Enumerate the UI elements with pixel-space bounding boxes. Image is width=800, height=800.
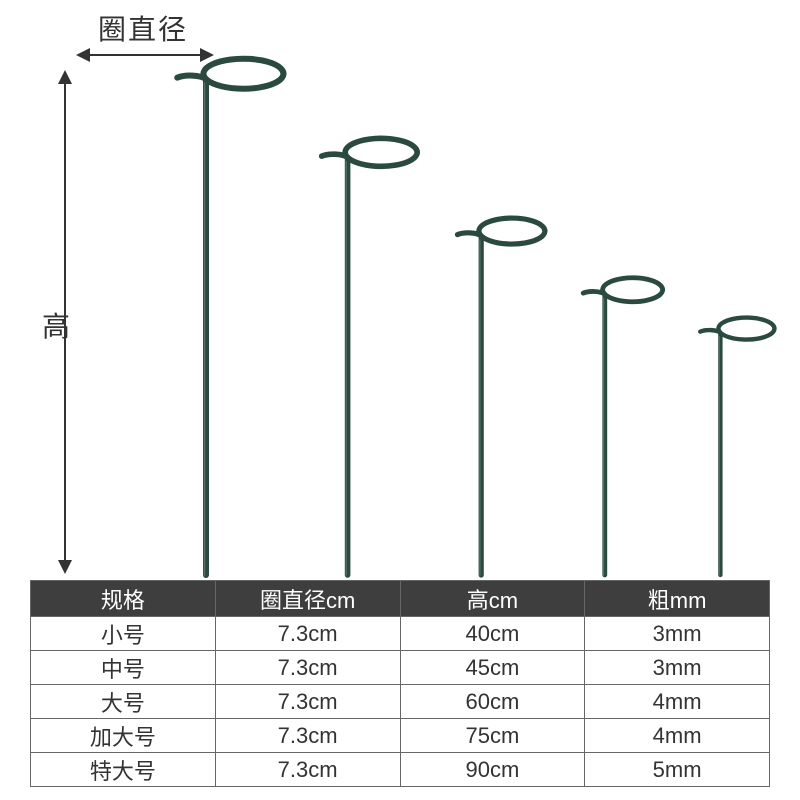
table-cell: 中号 xyxy=(31,651,216,685)
diameter-label: 圈直径 xyxy=(98,8,188,48)
plant-stake xyxy=(120,55,218,575)
table-header-cell: 高cm xyxy=(400,581,585,617)
stakes-illustration xyxy=(80,55,780,575)
table-row: 特大号7.3cm90cm5mm xyxy=(31,753,770,787)
table-cell: 40cm xyxy=(400,617,585,651)
table-header-cell: 规格 xyxy=(31,581,216,617)
table-cell: 7.3cm xyxy=(215,719,400,753)
table-cell: 7.3cm xyxy=(215,617,400,651)
table-row: 小号7.3cm40cm3mm xyxy=(31,617,770,651)
table-cell: 3mm xyxy=(585,651,770,685)
spec-table: 规格圈直径cm高cm粗mm 小号7.3cm40cm3mm中号7.3cm45cm3… xyxy=(30,580,770,787)
plant-stake xyxy=(540,275,614,575)
table-cell: 4mm xyxy=(585,685,770,719)
table-cell: 加大号 xyxy=(31,719,216,753)
table-cell: 60cm xyxy=(400,685,585,719)
table-cell: 5mm xyxy=(585,753,770,787)
table-cell: 90cm xyxy=(400,753,585,787)
spec-table-wrap: 规格圈直径cm高cm粗mm 小号7.3cm40cm3mm中号7.3cm45cm3… xyxy=(30,580,770,787)
dimension-vline xyxy=(64,72,66,572)
table-cell: 4mm xyxy=(585,719,770,753)
table-cell: 75cm xyxy=(400,719,585,753)
table-cell: 7.3cm xyxy=(215,685,400,719)
plant-stake xyxy=(660,315,729,575)
table-cell: 特大号 xyxy=(31,753,216,787)
plant-stake xyxy=(270,135,359,575)
table-header-cell: 圈直径cm xyxy=(215,581,400,617)
table-body: 小号7.3cm40cm3mm中号7.3cm45cm3mm大号7.3cm60cm4… xyxy=(31,617,770,787)
table-row: 大号7.3cm60cm4mm xyxy=(31,685,770,719)
table-cell: 3mm xyxy=(585,617,770,651)
table-cell: 大号 xyxy=(31,685,216,719)
table-cell: 7.3cm xyxy=(215,651,400,685)
table-cell: 45cm xyxy=(400,651,585,685)
table-cell: 小号 xyxy=(31,617,216,651)
plant-stake xyxy=(410,215,492,575)
arrow-down-icon xyxy=(58,560,72,574)
table-cell: 7.3cm xyxy=(215,753,400,787)
table-header-row: 规格圈直径cm高cm粗mm xyxy=(31,581,770,617)
height-dimension-line xyxy=(58,72,72,572)
table-row: 中号7.3cm45cm3mm xyxy=(31,651,770,685)
table-header-cell: 粗mm xyxy=(585,581,770,617)
table-row: 加大号7.3cm75cm4mm xyxy=(31,719,770,753)
